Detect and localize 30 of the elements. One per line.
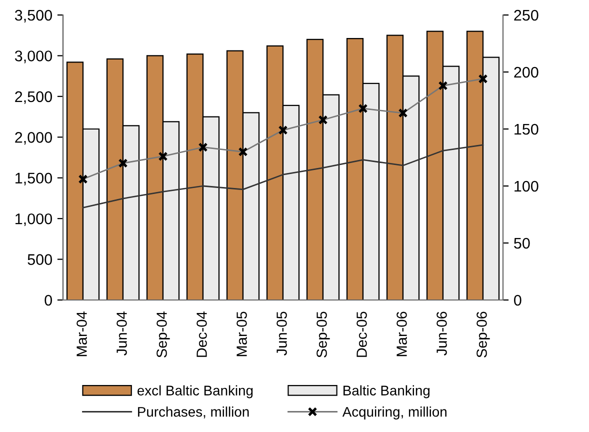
x-tick-label: Mar-04	[76, 312, 87, 356]
y2-tick-label: 250	[514, 10, 538, 21]
x-tick-label: Mar-06	[396, 312, 407, 356]
x-tick-label: Jun-06	[436, 312, 447, 356]
legend-label: Acquiring, million	[342, 406, 446, 420]
y-tick-label: 2,000	[15, 132, 52, 145]
legend-label: Purchases, million	[138, 406, 249, 418]
x-tick-label: Jun-04	[116, 312, 127, 356]
legend-label: excl Baltic Banking	[138, 385, 253, 398]
line-series	[82, 144, 484, 208]
y2-tick-label: 100	[514, 180, 538, 192]
y-tick-label: 3,000	[14, 50, 52, 64]
y-tick-label: 2,500	[15, 91, 52, 104]
y-tick-label: 500	[28, 254, 52, 265]
x-tick-label: Sep-05	[316, 312, 330, 358]
y2-tick-label: 150	[514, 124, 538, 135]
legend-label: Baltic Banking	[344, 385, 430, 398]
x-tick-label: Sep-04	[156, 312, 170, 358]
x-tick-label: Dec-04	[196, 312, 207, 357]
x-tick-label: Dec-05	[356, 312, 367, 357]
y2-tick-label: 50	[514, 238, 530, 249]
y-tick-label: 0	[44, 294, 52, 306]
y2-tick-label: 200	[514, 66, 538, 78]
y2-tick-label: 0	[514, 294, 522, 306]
x-tick-label: Jun-05	[276, 312, 287, 356]
y-tick-label: 1,500	[16, 172, 52, 186]
x-tick-label: Sep-06	[476, 312, 490, 358]
y-tick-label: 1,000	[16, 213, 52, 226]
y-tick-label: 3,500	[14, 10, 52, 22]
x-tick-label: Mar-05	[236, 312, 247, 356]
